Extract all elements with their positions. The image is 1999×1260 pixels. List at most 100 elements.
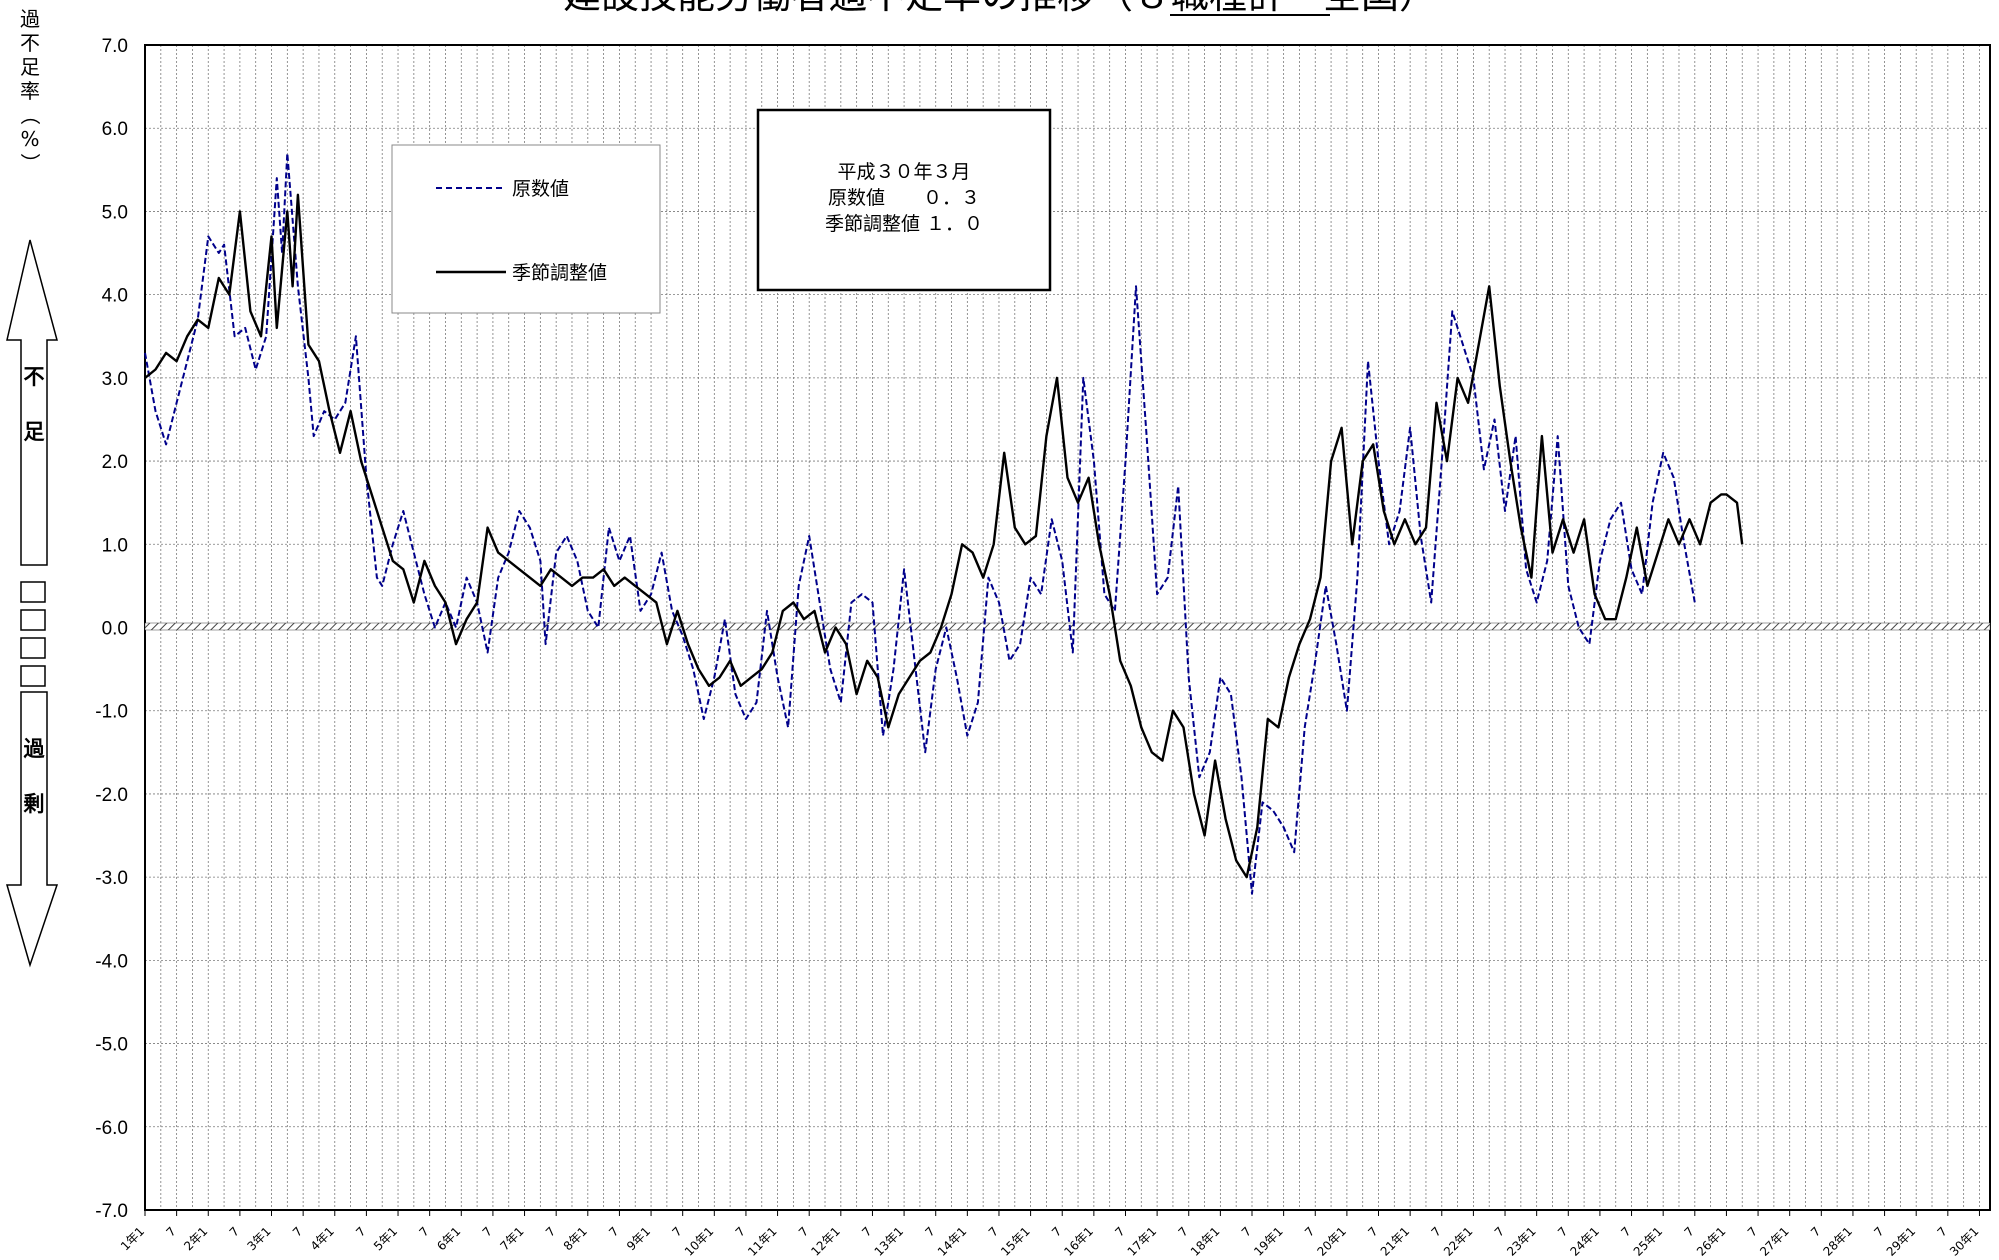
x-tick-labels: 1年1 7 2年1 7 3年1 7 4年1 7 5年1 7 6年1 7 7年1 7 8年1 7 9年1 710年1… [118, 1210, 1982, 1259]
shortage-arrow [6, 239, 58, 566]
x-tick-label: 7 [416, 1224, 431, 1239]
x-tick-label: 7 [543, 1224, 558, 1239]
x-tick-label: 7 [1492, 1224, 1507, 1239]
y-tick-label: -7.0 [95, 1201, 128, 1222]
x-tick-label: 7 [1682, 1224, 1697, 1239]
shortage-label: 不足 [24, 365, 45, 444]
y-tick-label: -2.0 [95, 785, 128, 806]
x-tick-label: 14年1 [935, 1224, 970, 1259]
legend-label-raw: 原数値 [512, 178, 569, 200]
x-tick-label: 30年1 [1947, 1224, 1982, 1259]
y-axis-label-char: 率 [20, 79, 40, 103]
surplus-label-char: 過 [24, 737, 46, 761]
shortage-label-char: 足 [24, 420, 45, 444]
x-tick-label: 10年1 [682, 1224, 717, 1259]
x-tick-label: 7 [859, 1224, 874, 1239]
shortage-label-char: 不 [24, 365, 45, 389]
x-tick-label: 24年1 [1567, 1224, 1602, 1259]
y-tick-label: 6.0 [102, 119, 128, 140]
x-tick-label: 7 [1808, 1224, 1823, 1239]
arrow-middle-boxes [20, 581, 46, 687]
annotation-line-1: 平成３０年３月 [837, 161, 970, 183]
x-tick-label: 28年1 [1820, 1224, 1855, 1259]
series-layer [144, 152, 1744, 895]
x-tick-label: 23年1 [1504, 1224, 1539, 1259]
x-tick-label: 7 [480, 1224, 495, 1239]
y-tick-label: 4.0 [102, 286, 128, 307]
x-tick-label: 7 [1365, 1224, 1380, 1239]
x-tick-label: 3年1 [244, 1224, 273, 1253]
x-tick-label: 27年1 [1757, 1224, 1792, 1259]
x-tick-label: 7 [606, 1224, 621, 1239]
x-tick-label: 7 [1555, 1224, 1570, 1239]
x-tick-label: 7 [1745, 1224, 1760, 1239]
y-tick-labels: 7.0 6.0 5.0 4.0 3.0 2.0 1.0 0.0 -1.0 -2.0 -3.0 -4.0… [95, 36, 128, 1222]
series-line-1 [144, 193, 1744, 879]
x-tick-label: 18年1 [1188, 1224, 1223, 1259]
surplus-arrow [6, 691, 59, 968]
surplus-label: 過剰 [23, 737, 46, 816]
x-tick-label: 8年1 [561, 1224, 590, 1253]
legend: 原数値 季節調整値 [391, 144, 661, 314]
x-tick-label: 1年1 [118, 1224, 147, 1253]
x-tick-label: 20年1 [1314, 1224, 1349, 1259]
x-tick-label: 21年1 [1378, 1224, 1413, 1259]
annotation-line-2: 原数値 ０．３ [828, 187, 980, 209]
y-tick-label: -5.0 [95, 1035, 128, 1056]
x-tick-label: 7年1 [497, 1224, 526, 1253]
x-tick-label: 7 [1302, 1224, 1317, 1239]
surplus-label-char: 剰 [23, 792, 45, 816]
x-tick-label: 2年1 [181, 1224, 210, 1253]
y-tick-label: -4.0 [95, 951, 128, 972]
x-tick-label: 15年1 [998, 1224, 1033, 1259]
annotation-line-3: 季節調整値 １．０ [825, 213, 983, 235]
x-tick-label: 13年1 [872, 1224, 907, 1259]
x-tick-label: 7 [163, 1224, 178, 1239]
x-tick-label: 22年1 [1441, 1224, 1476, 1259]
zero-line [144, 622, 1991, 631]
y-tick-label: 7.0 [102, 36, 128, 57]
x-tick-label: 7 [923, 1224, 938, 1239]
x-tick-label: 7 [1049, 1224, 1064, 1239]
x-tick-label: 5年1 [371, 1224, 400, 1253]
legend-label-seasonal: 季節調整値 [512, 262, 607, 284]
y-tick-label: -6.0 [95, 1118, 128, 1139]
y-tick-label: 0.0 [102, 619, 128, 640]
chart-title: 建設技能労働者過不足率の推移（８職種計・全国） [563, 0, 1437, 17]
x-tick-label: 7 [1618, 1224, 1633, 1239]
y-axis-label-char: （ [18, 105, 42, 125]
y-axis-label-char: 不 [20, 31, 40, 55]
y-axis-label-char: % [20, 127, 39, 151]
x-tick-label: 11年1 [745, 1224, 780, 1259]
x-tick-label: 4年1 [308, 1224, 337, 1253]
x-tick-label: 9年1 [624, 1224, 653, 1253]
x-tick-label: 19年1 [1251, 1224, 1286, 1259]
series-line-0 [144, 152, 1696, 895]
x-tick-label: 7 [1871, 1224, 1886, 1239]
x-tick-label: 7 [290, 1224, 305, 1239]
x-tick-label: 26年1 [1694, 1224, 1729, 1259]
y-tick-label: -3.0 [95, 868, 128, 889]
x-tick-label: 7 [227, 1224, 242, 1239]
x-tick-label: 25年1 [1631, 1224, 1666, 1259]
x-tick-label: 17年1 [1125, 1224, 1160, 1259]
x-tick-label: 7 [1935, 1224, 1950, 1239]
x-tick-label: 7 [670, 1224, 685, 1239]
y-tick-label: -1.0 [95, 702, 128, 723]
y-tick-label: 3.0 [102, 369, 128, 390]
y-tick-label: 2.0 [102, 452, 128, 473]
x-tick-label: 29年1 [1884, 1224, 1919, 1259]
x-tick-label: 7 [1112, 1224, 1127, 1239]
y-axis-label-char: 過 [20, 7, 40, 31]
x-tick-label: 7 [1429, 1224, 1444, 1239]
x-tick-label: 7 [986, 1224, 1001, 1239]
x-tick-label: 7 [733, 1224, 748, 1239]
x-tick-label: 7 [1176, 1224, 1191, 1239]
annotation-box: 平成３０年３月 原数値 ０．３ 季節調整値 １．０ [756, 108, 1052, 292]
x-tick-label: 7 [353, 1224, 368, 1239]
x-tick-label: 7 [1239, 1224, 1254, 1239]
y-axis-label-char: ） [18, 153, 42, 173]
x-tick-label: 6年1 [434, 1224, 463, 1253]
